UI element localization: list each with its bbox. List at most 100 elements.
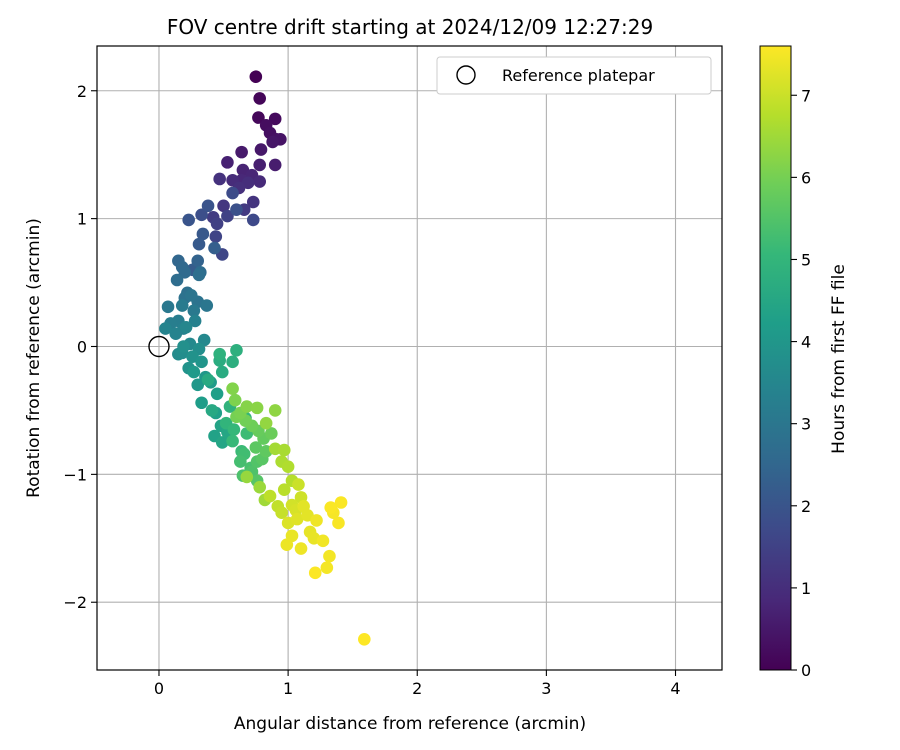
scatter-point xyxy=(332,516,345,530)
scatter-point xyxy=(358,633,371,646)
colorbar-tick-label: 0 xyxy=(801,661,811,680)
plot-area xyxy=(96,45,723,671)
scatter-point xyxy=(215,365,229,379)
scatter-point xyxy=(268,112,282,126)
scatter-point xyxy=(221,209,234,223)
x-tick-label: 0 xyxy=(154,679,164,698)
y-axis-label: Rotation from reference (arcmin) xyxy=(24,218,44,498)
scatter-point xyxy=(249,441,263,454)
colorbar-tick-label: 5 xyxy=(801,250,811,269)
scatter-point xyxy=(254,143,268,156)
scatter-point xyxy=(191,254,205,268)
y-tick-label: −1 xyxy=(63,465,87,484)
scatter-point xyxy=(201,373,215,387)
scatter-point xyxy=(177,340,190,353)
scatter-point xyxy=(246,195,260,209)
x-tick-label: 1 xyxy=(283,679,293,698)
x-axis: 0 1 2 3 4 xyxy=(154,670,681,698)
x-tick-label: 3 xyxy=(541,679,551,698)
scatter-point xyxy=(170,273,184,287)
colorbar-tick-label: 3 xyxy=(801,415,811,434)
scatter-point xyxy=(249,70,263,83)
scatter-point xyxy=(324,501,338,514)
scatter-point xyxy=(266,135,279,149)
y-tick-label: −2 xyxy=(63,593,87,612)
colorbar-label: Hours from first FF file xyxy=(829,264,849,454)
scatter-point xyxy=(208,241,221,255)
scatter-point xyxy=(281,460,295,473)
legend-box xyxy=(436,56,712,95)
scatter-point xyxy=(209,230,223,243)
scatter-point xyxy=(226,434,239,448)
plot-frame xyxy=(96,45,723,671)
legend-reference-marker xyxy=(456,65,476,85)
scatter-point xyxy=(277,483,291,497)
scatter-point xyxy=(240,400,254,413)
scatter-point xyxy=(277,443,291,457)
scatter-point xyxy=(228,393,242,407)
scatter-point xyxy=(217,199,230,213)
legend-label-reference-platepar: Reference platepar xyxy=(502,66,655,85)
scatter-point xyxy=(226,186,239,200)
scatter-point xyxy=(210,217,224,231)
scatter-point xyxy=(226,382,239,395)
scatter-points xyxy=(159,70,371,646)
scatter-point xyxy=(263,489,277,503)
scatter-point xyxy=(268,158,282,172)
scatter-point xyxy=(292,478,305,491)
scatter-point xyxy=(205,404,219,417)
colorbar-tick-label: 6 xyxy=(801,168,811,187)
scatter-point xyxy=(192,237,206,251)
scatter-point xyxy=(215,436,229,449)
scatter-point xyxy=(195,355,208,369)
scatter-point xyxy=(161,300,175,314)
scatter-point xyxy=(188,314,202,328)
scatter-point xyxy=(187,365,201,379)
scatter-point xyxy=(253,158,267,172)
scatter-point xyxy=(234,455,247,468)
x-axis-label: Angular distance from reference (arcmin) xyxy=(234,714,586,734)
scatter-point xyxy=(290,512,304,526)
scatter-point xyxy=(175,299,189,312)
scatter-point xyxy=(191,378,205,392)
scatter-point xyxy=(250,401,264,415)
scatter-point xyxy=(200,299,214,312)
scatter-point xyxy=(268,404,282,417)
scatter-point xyxy=(182,213,195,227)
scatter-point xyxy=(184,289,198,302)
scatter-point xyxy=(235,145,248,159)
scatter-point xyxy=(253,92,267,105)
scatter-point xyxy=(227,423,241,436)
y-axis: 2 1 0 −1 −2 xyxy=(63,82,97,612)
colorbar-gradient xyxy=(759,45,792,671)
y-tick-label: 2 xyxy=(77,82,87,101)
scatter-point xyxy=(323,549,336,563)
scatter-point xyxy=(192,268,206,282)
scatter-point xyxy=(230,344,243,357)
scatter-point xyxy=(334,496,348,509)
x-tick-label: 2 xyxy=(412,679,422,698)
scatter-point xyxy=(253,175,267,188)
y-tick-label: 0 xyxy=(77,337,87,356)
scatter-point xyxy=(221,156,234,169)
scatter-point xyxy=(213,347,226,361)
scatter-point xyxy=(316,534,330,548)
scatter-point xyxy=(308,566,322,580)
scatter-point xyxy=(179,321,193,334)
scatter-point xyxy=(210,387,224,401)
scatter-point xyxy=(265,427,278,440)
scatter-point xyxy=(240,470,254,484)
scatter-point xyxy=(246,213,260,227)
scatter-point xyxy=(159,322,172,335)
scatter-point xyxy=(320,561,334,575)
colorbar-tick-label: 2 xyxy=(801,497,811,516)
scatter-point xyxy=(195,208,208,222)
scatter-point xyxy=(294,542,308,555)
scatter-point xyxy=(213,172,226,186)
scatter-point xyxy=(178,266,192,279)
scatter-point xyxy=(275,506,288,520)
scatter-point xyxy=(252,111,265,124)
colorbar: 0 1 2 3 4 5 6 7 Hours from first FF file xyxy=(759,45,849,680)
scatter-point xyxy=(310,514,323,527)
